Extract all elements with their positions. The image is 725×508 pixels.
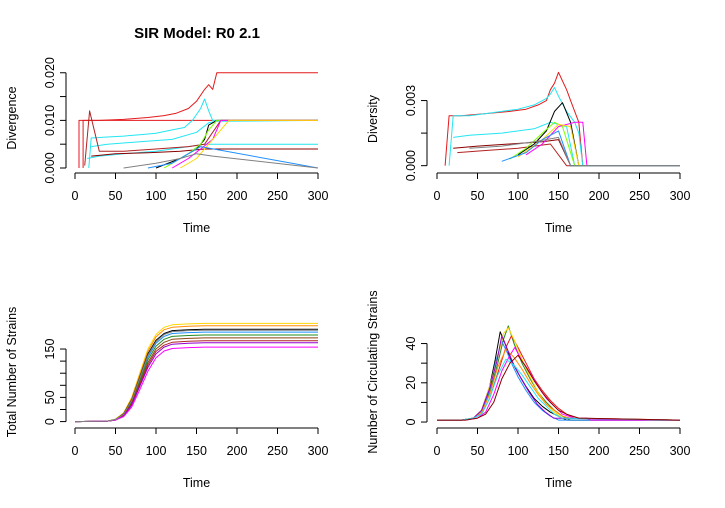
x-tick-label: 150 [548, 444, 569, 458]
x-tick-label: 300 [308, 444, 329, 458]
series-line-7 [437, 348, 681, 421]
x-tick-label: 250 [629, 189, 650, 203]
x-tick-label: 50 [109, 189, 123, 203]
series-line-12 [147, 146, 319, 169]
series-line-13 [123, 153, 319, 169]
series-line-2 [448, 87, 680, 167]
series-line-8 [437, 335, 681, 421]
panel-circulating-strains: 0 50 100 150 200 250 300 0 20 40 Time Number of Cir… [366, 290, 690, 490]
panel-diversity: 0 50 100 150 200 250 300 0.000 0.003 Time Diversit… [366, 71, 691, 235]
x-tick-label: 200 [227, 444, 248, 458]
series-line-11 [180, 119, 318, 169]
series-line-6 [84, 110, 318, 166]
y-tick-label: 20 [404, 376, 418, 390]
series-line-10 [74, 329, 318, 423]
x-axis-title: Time [545, 221, 572, 235]
x-tick-label: 0 [72, 444, 79, 458]
series-line-3 [88, 98, 318, 169]
y-axis: 0 50 150 [43, 339, 67, 425]
y-tick-label: 0.020 [43, 57, 57, 88]
y-axis-title: Total Number of Strains [5, 307, 19, 438]
x-tick-label: 150 [548, 189, 569, 203]
x-tick-label: 200 [589, 444, 610, 458]
x-tick-label: 100 [146, 189, 167, 203]
y-axis: 0.000 0.010 0.020 [43, 57, 67, 184]
x-tick-label: 150 [186, 444, 207, 458]
panels: 0 50 100 150 200 250 3000.0000.0100.020TimeDiv… [5, 57, 690, 490]
y-axis-title: Diversity [366, 94, 380, 143]
y-axis-title: Number of Circulating Strains [366, 290, 380, 453]
x-tick-label: 0 [434, 189, 441, 203]
x-tick-label: 150 [186, 189, 207, 203]
x-tick-label: 200 [589, 189, 610, 203]
x-tick-label: 250 [267, 444, 288, 458]
x-axis-title: Time [545, 476, 572, 490]
y-tick-label: 0.000 [43, 152, 57, 183]
x-axis-title: Time [183, 221, 210, 235]
y-tick-label: 0.003 [404, 85, 418, 116]
series-line-7 [91, 148, 318, 157]
x-tick-label: 300 [308, 189, 329, 203]
y-tick-label: 150 [43, 339, 57, 360]
y-tick-label: 50 [43, 390, 57, 404]
x-tick-label: 50 [471, 189, 485, 203]
panel-total-strains: 0 50 100 150 200 250 300 0 50 150 Time Total Number… [5, 307, 328, 490]
x-tick-label: 50 [471, 444, 485, 458]
x-axis: 0 50 100 150 200 250 300 [72, 427, 329, 458]
y-tick-label: 0.010 [43, 105, 57, 136]
y-axis: 0.000 0.003 [404, 85, 428, 181]
x-tick-label: 300 [670, 189, 691, 203]
x-tick-label: 100 [508, 444, 529, 458]
y-tick-label: 0 [404, 419, 418, 426]
x-axis: 0 50 100 150 200 250 300 [434, 172, 691, 203]
x-axis: 0 50 100 150 200 250 300 [434, 427, 691, 458]
series-group [74, 322, 318, 423]
x-axis: 0 50 100 150 200 250 300 [72, 172, 329, 203]
y-axis-title: Divergence [5, 86, 19, 149]
series-group [78, 72, 319, 169]
x-axis-title: Time [183, 476, 210, 490]
series-line-3 [453, 121, 680, 167]
chart-title: SIR Model: R0 2.1 [134, 25, 260, 42]
x-tick-label: 300 [670, 444, 691, 458]
series-group [437, 325, 681, 421]
x-tick-label: 0 [72, 189, 79, 203]
x-tick-label: 250 [267, 189, 288, 203]
series-group [444, 71, 680, 167]
series-line-9 [437, 358, 681, 421]
y-axis: 0 20 40 [404, 337, 428, 426]
x-tick-label: 0 [434, 444, 441, 458]
series-line-10 [437, 354, 681, 421]
y-tick-label: 0 [43, 418, 57, 425]
y-tick-label: 0.000 [404, 150, 418, 181]
x-tick-label: 250 [629, 444, 650, 458]
x-tick-label: 50 [109, 444, 123, 458]
x-tick-label: 100 [508, 189, 529, 203]
x-tick-label: 100 [146, 444, 167, 458]
x-tick-label: 200 [227, 189, 248, 203]
y-tick-label: 40 [404, 337, 418, 351]
series-line-11 [469, 136, 680, 167]
panel-divergence: 0 50 100 150 200 250 300 0.000 0.010 0.020 Time Div… [5, 57, 328, 235]
